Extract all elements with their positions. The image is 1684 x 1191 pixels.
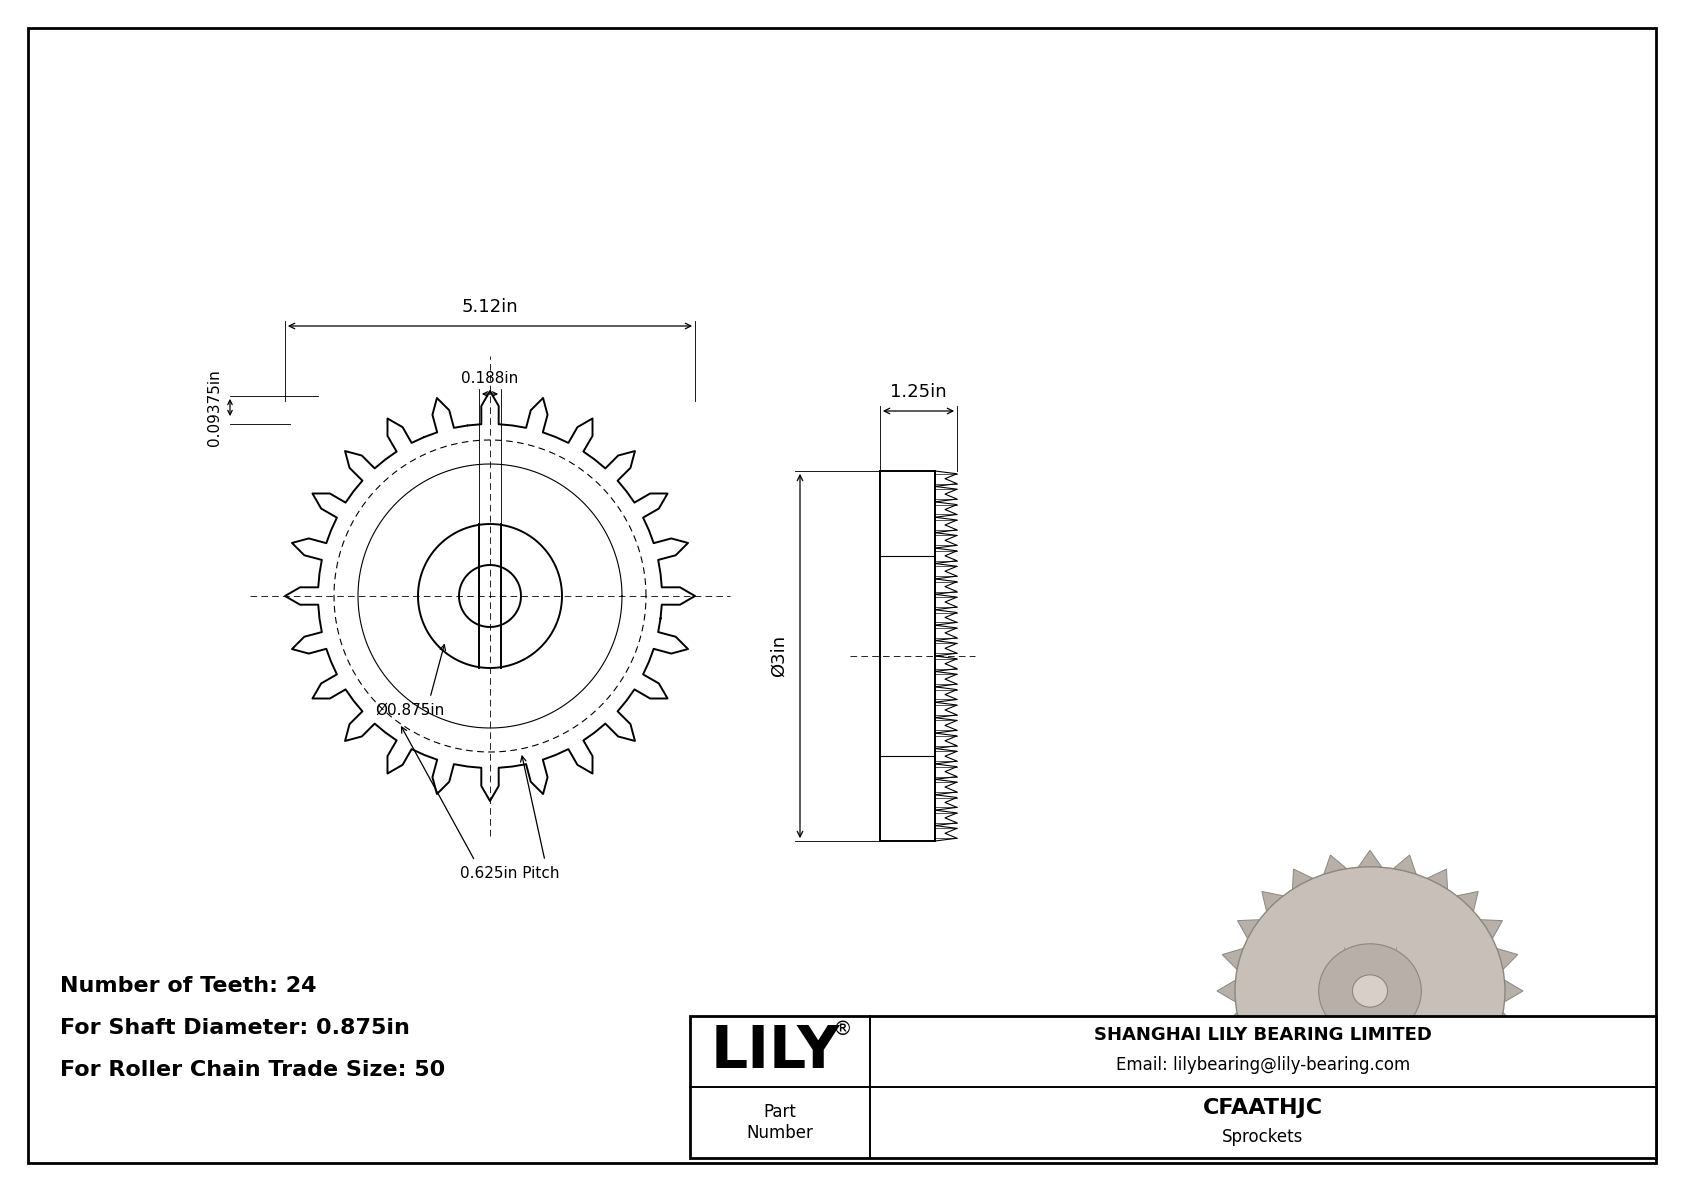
Polygon shape <box>1480 919 1502 939</box>
Polygon shape <box>1393 1108 1416 1127</box>
Polygon shape <box>1426 1092 1448 1112</box>
Polygon shape <box>1497 948 1517 969</box>
Text: CFAATHJC: CFAATHJC <box>1202 1098 1324 1118</box>
Polygon shape <box>1261 892 1283 911</box>
Polygon shape <box>1324 855 1347 874</box>
Text: 5.12in: 5.12in <box>461 298 519 316</box>
Text: Number of Teeth: 24: Number of Teeth: 24 <box>61 975 317 996</box>
Text: 0.09375in: 0.09375in <box>207 369 222 445</box>
Polygon shape <box>1393 855 1416 874</box>
Text: Ø0.875in: Ø0.875in <box>376 703 445 718</box>
Polygon shape <box>1457 1071 1479 1091</box>
Text: 0.188in: 0.188in <box>461 372 519 386</box>
Polygon shape <box>1218 980 1236 1002</box>
Polygon shape <box>1293 1092 1314 1112</box>
Text: Sprockets: Sprockets <box>1223 1128 1303 1146</box>
Ellipse shape <box>1319 943 1421 1039</box>
Text: 0.625in Pitch: 0.625in Pitch <box>460 866 559 881</box>
Text: LILY: LILY <box>711 1023 840 1080</box>
Polygon shape <box>1357 850 1383 867</box>
Bar <box>690 1016 1655 1158</box>
Text: For Roller Chain Trade Size: 50: For Roller Chain Trade Size: 50 <box>61 1060 445 1080</box>
Polygon shape <box>1457 892 1479 911</box>
Ellipse shape <box>1234 867 1505 1115</box>
Polygon shape <box>1426 869 1448 890</box>
Polygon shape <box>1223 948 1243 969</box>
Ellipse shape <box>1352 975 1388 1008</box>
Polygon shape <box>1223 1012 1243 1034</box>
Polygon shape <box>1504 980 1522 1002</box>
Polygon shape <box>1357 1115 1383 1131</box>
Polygon shape <box>1238 1043 1260 1062</box>
Text: For Shaft Diameter: 0.875in: For Shaft Diameter: 0.875in <box>61 1018 409 1039</box>
Text: Part
Number: Part Number <box>746 1103 813 1142</box>
Text: Ø3in: Ø3in <box>770 635 788 676</box>
Text: 1.25in: 1.25in <box>891 384 946 401</box>
Polygon shape <box>1497 1012 1517 1034</box>
Polygon shape <box>1238 919 1260 939</box>
Polygon shape <box>1293 869 1314 890</box>
Polygon shape <box>1324 1108 1347 1127</box>
Polygon shape <box>1261 1071 1283 1091</box>
Text: ®: ® <box>832 1019 852 1039</box>
Text: Email: lilybearing@lily-bearing.com: Email: lilybearing@lily-bearing.com <box>1116 1056 1410 1074</box>
Text: SHANGHAI LILY BEARING LIMITED: SHANGHAI LILY BEARING LIMITED <box>1095 1027 1431 1045</box>
Polygon shape <box>1480 1043 1502 1062</box>
